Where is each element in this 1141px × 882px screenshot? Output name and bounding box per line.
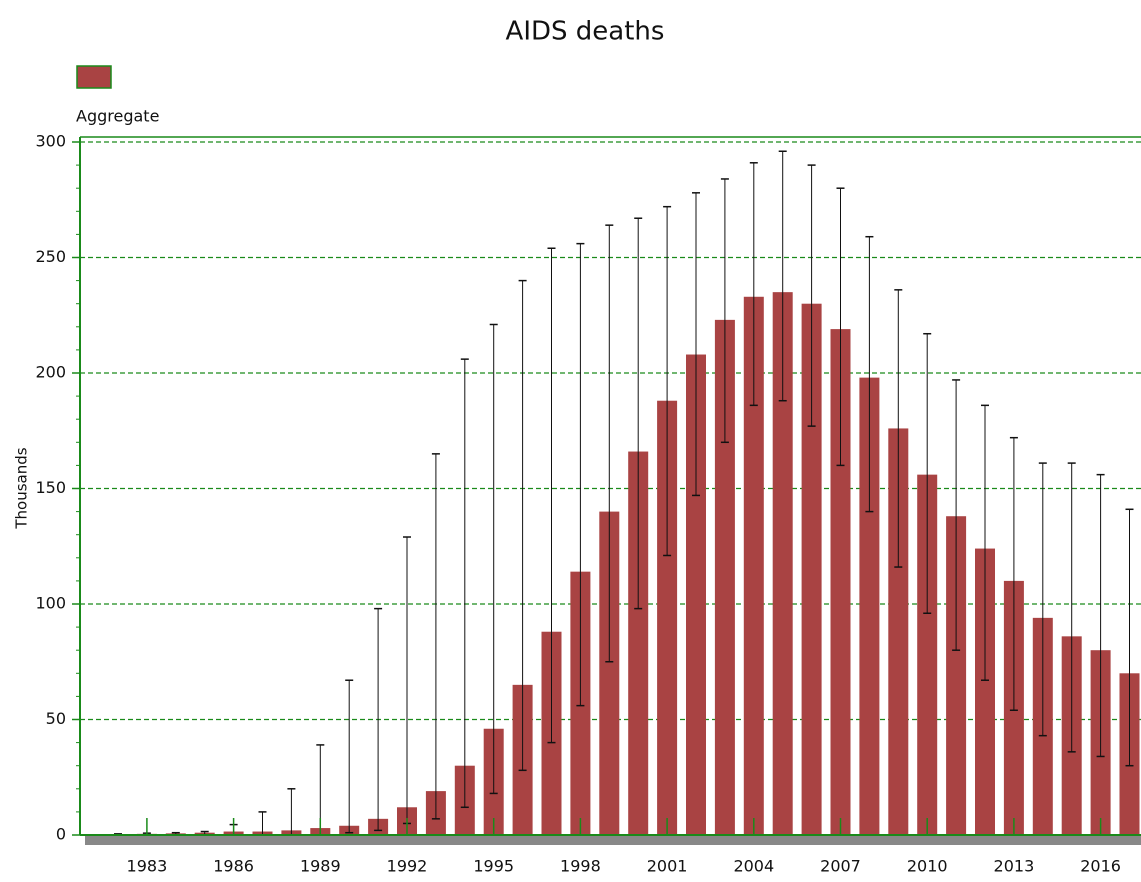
bar (888, 428, 909, 835)
y-tick-label: 250 (35, 247, 66, 266)
x-tick-label: 1998 (560, 857, 601, 876)
bar (830, 329, 851, 835)
x-tick-label: 2016 (1080, 857, 1121, 876)
y-tick-label: 100 (35, 594, 66, 613)
bar (946, 516, 967, 835)
x-tick-label: 1995 (473, 857, 514, 876)
bar (743, 296, 764, 835)
x-tick-label: 2004 (733, 857, 774, 876)
legend-label: Aggregate (76, 107, 159, 126)
y-tick-label: 200 (35, 363, 66, 382)
bar (686, 354, 706, 835)
y-tick-label: 150 (35, 478, 66, 497)
bar (859, 377, 880, 835)
chart-title: AIDS deaths (506, 17, 665, 47)
bar (772, 292, 793, 835)
y-tick-label: 50 (46, 709, 66, 728)
x-tick-label: 1983 (127, 857, 168, 876)
x-tick-label: 2010 (907, 857, 948, 876)
legend-swatch (76, 65, 112, 89)
x-tick-label: 2001 (647, 857, 688, 876)
y-tick-label: 0 (56, 825, 66, 844)
y-tick-label: 300 (35, 132, 66, 151)
bar (657, 400, 678, 835)
bar (801, 303, 822, 835)
bar (714, 319, 735, 835)
x-tick-label: 1986 (213, 857, 254, 876)
bar (975, 548, 995, 835)
x-tick-label: 1989 (300, 857, 341, 876)
y-axis-label: Thousands (13, 447, 31, 529)
bar (599, 511, 620, 835)
x-tick-label: 1992 (387, 857, 428, 876)
x-tick-label: 2007 (820, 857, 861, 876)
bar (628, 451, 649, 835)
axis-band (85, 836, 1141, 845)
bar (917, 474, 938, 835)
x-tick-label: 2013 (994, 857, 1035, 876)
